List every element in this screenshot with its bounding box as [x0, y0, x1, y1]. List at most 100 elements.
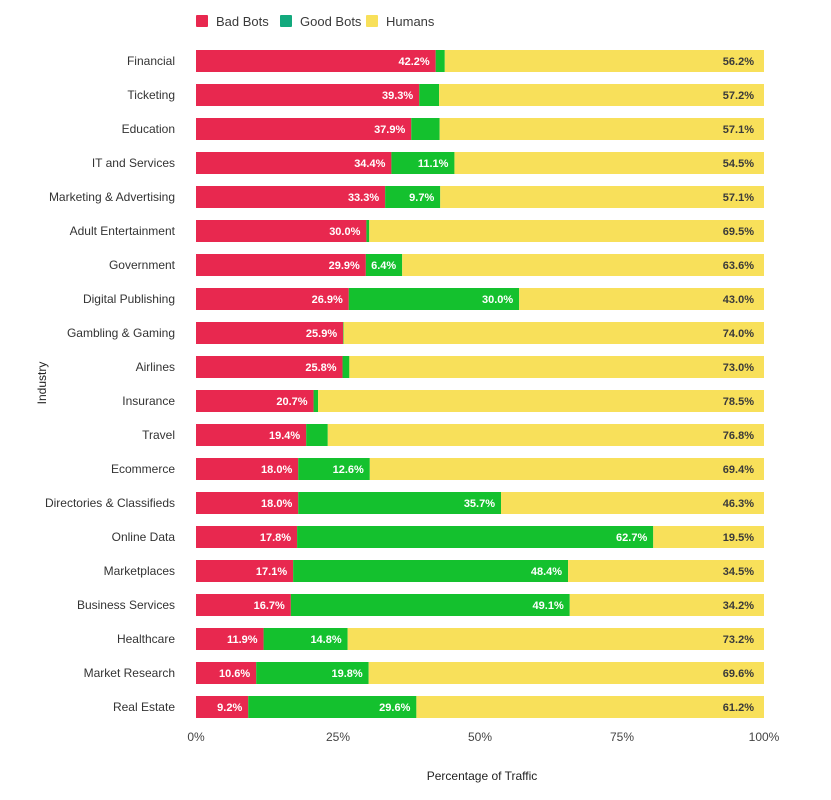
bar-bad-bots-business-services	[196, 594, 291, 616]
data-label-bad-bots-healthcare: 11.9%	[227, 634, 258, 646]
bar-good-bots-business-services	[290, 594, 570, 616]
data-label-good-bots-directories-and-classifieds: 35.7%	[464, 498, 495, 510]
bar-good-bots-government	[365, 254, 403, 276]
bar-bad-bots-financial	[196, 50, 436, 72]
data-label-humans-airlines: 73.0%	[723, 362, 754, 374]
data-label-humans-it-and-services: 54.5%	[723, 158, 754, 170]
category-label-government: Government	[109, 258, 176, 272]
legend-label-bad-bots: Bad Bots	[216, 14, 269, 29]
category-label-adult-entertainment: Adult Entertainment	[70, 224, 176, 238]
data-label-humans-gambling-and-gaming: 74.0%	[723, 328, 754, 340]
x-tick-label-25: 25%	[326, 730, 350, 744]
data-label-humans-education: 57.1%	[723, 124, 754, 136]
bar-bad-bots-gambling-and-gaming	[196, 322, 344, 344]
bar-bad-bots-travel	[196, 424, 307, 446]
data-label-bad-bots-ecommerce: 18.0%	[261, 464, 292, 476]
bar-bad-bots-government	[196, 254, 366, 276]
bars: 42.2%1.6%56.2%39.3%3.5%57.2%37.9%5.0%57.…	[196, 50, 764, 718]
category-label-travel: Travel	[142, 428, 175, 442]
bar-humans-healthcare	[347, 628, 764, 650]
bar-bad-bots-online-data	[196, 526, 298, 548]
category-label-ecommerce: Ecommerce	[111, 462, 175, 476]
bar-good-bots-online-data	[297, 526, 654, 548]
data-label-good-bots-marketing-and-advertising: 9.7%	[409, 192, 434, 204]
data-label-bad-bots-marketing-and-advertising: 33.3%	[348, 192, 379, 204]
category-label-marketing-and-advertising: Marketing & Advertising	[49, 190, 175, 204]
data-label-humans-ecommerce: 69.4%	[723, 464, 754, 476]
data-label-bad-bots-directories-and-classifieds: 18.0%	[261, 498, 292, 510]
y-axis-title: Industry	[35, 362, 49, 405]
category-label-financial: Financial	[127, 54, 175, 68]
category-label-it-and-services: IT and Services	[92, 156, 175, 170]
data-label-bad-bots-it-and-services: 34.4%	[354, 158, 385, 170]
bar-good-bots-ticketing	[419, 84, 440, 106]
category-label-market-research: Market Research	[84, 666, 175, 680]
data-label-good-bots-ecommerce: 12.6%	[333, 464, 364, 476]
data-label-bad-bots-ticketing: 39.3%	[382, 90, 413, 102]
category-label-education: Education	[122, 122, 175, 136]
data-label-good-bots-healthcare: 14.8%	[310, 634, 341, 646]
category-label-gambling-and-gaming: Gambling & Gaming	[67, 326, 175, 340]
bar-good-bots-airlines	[342, 356, 350, 378]
bar-good-bots-digital-publishing	[348, 288, 520, 310]
bar-good-bots-marketing-and-advertising	[385, 186, 441, 208]
bar-good-bots-education	[411, 118, 440, 140]
category-label-healthcare: Healthcare	[117, 632, 175, 646]
bar-humans-travel	[327, 424, 764, 446]
x-tick-label-100: 100%	[749, 730, 780, 744]
bar-humans-ecommerce	[369, 458, 764, 480]
category-label-directories-and-classifieds: Directories & Classifieds	[45, 496, 175, 510]
bar-good-bots-adult-entertainment	[366, 220, 370, 242]
data-label-bad-bots-real-estate: 9.2%	[217, 702, 242, 714]
bar-bad-bots-ecommerce	[196, 458, 299, 480]
bar-bad-bots-real-estate	[196, 696, 249, 718]
bar-humans-online-data	[653, 526, 764, 548]
category-label-ticketing: Ticketing	[127, 88, 175, 102]
data-label-good-bots-it-and-services: 11.1%	[418, 158, 449, 170]
data-label-good-bots-digital-publishing: 30.0%	[482, 294, 513, 306]
data-label-humans-insurance: 78.5%	[723, 396, 754, 408]
bar-humans-market-research	[368, 662, 764, 684]
category-labels: Financial Ticketing Education IT and Servic…	[45, 54, 176, 714]
bar-humans-marketplaces	[568, 560, 764, 582]
bar-good-bots-travel	[306, 424, 328, 446]
data-label-humans-online-data: 19.5%	[723, 532, 754, 544]
bar-bad-bots-directories-and-classifieds	[196, 492, 299, 514]
legend: Bad Bots Good Bots Humans	[196, 14, 435, 29]
bar-good-bots-marketplaces	[293, 560, 569, 582]
bar-bad-bots-marketing-and-advertising	[196, 186, 386, 208]
data-label-good-bots-business-services: 49.1%	[533, 600, 564, 612]
data-label-good-bots-real-estate: 29.6%	[379, 702, 410, 714]
data-label-humans-market-research: 69.6%	[723, 668, 754, 680]
category-label-marketplaces: Marketplaces	[104, 564, 175, 578]
bar-bad-bots-airlines	[196, 356, 343, 378]
bar-bad-bots-it-and-services	[196, 152, 392, 174]
bar-humans-real-estate	[416, 696, 764, 718]
data-label-humans-financial: 56.2%	[723, 56, 754, 68]
category-label-online-data: Online Data	[112, 530, 176, 544]
data-label-humans-ticketing: 57.2%	[723, 90, 754, 102]
data-label-humans-marketplaces: 34.5%	[723, 566, 754, 578]
data-label-humans-healthcare: 73.2%	[723, 634, 754, 646]
bar-bad-bots-ticketing	[196, 84, 420, 106]
bar-good-bots-healthcare	[263, 628, 348, 650]
bar-good-bots-insurance	[313, 390, 319, 412]
bar-good-bots-it-and-services	[391, 152, 455, 174]
bar-good-bots-ecommerce	[298, 458, 370, 480]
bar-good-bots-directories-and-classifieds	[298, 492, 502, 514]
data-label-bad-bots-insurance: 20.7%	[276, 396, 307, 408]
category-label-insurance: Insurance	[122, 394, 175, 408]
category-label-digital-publishing: Digital Publishing	[83, 292, 175, 306]
bar-humans-financial	[444, 50, 764, 72]
x-axis-title: Percentage of Traffic	[427, 769, 538, 783]
bar-bad-bots-healthcare	[196, 628, 264, 650]
bar-humans-education	[439, 118, 764, 140]
bar-good-bots-real-estate	[248, 696, 417, 718]
legend-swatch-bad-bots	[196, 15, 208, 27]
bar-good-bots-financial	[435, 50, 445, 72]
data-label-bad-bots-gambling-and-gaming: 25.9%	[306, 328, 337, 340]
data-label-bad-bots-airlines: 25.8%	[305, 362, 336, 374]
category-label-business-services: Business Services	[77, 598, 175, 612]
data-label-humans-marketing-and-advertising: 57.1%	[723, 192, 754, 204]
bar-bad-bots-marketplaces	[196, 560, 294, 582]
